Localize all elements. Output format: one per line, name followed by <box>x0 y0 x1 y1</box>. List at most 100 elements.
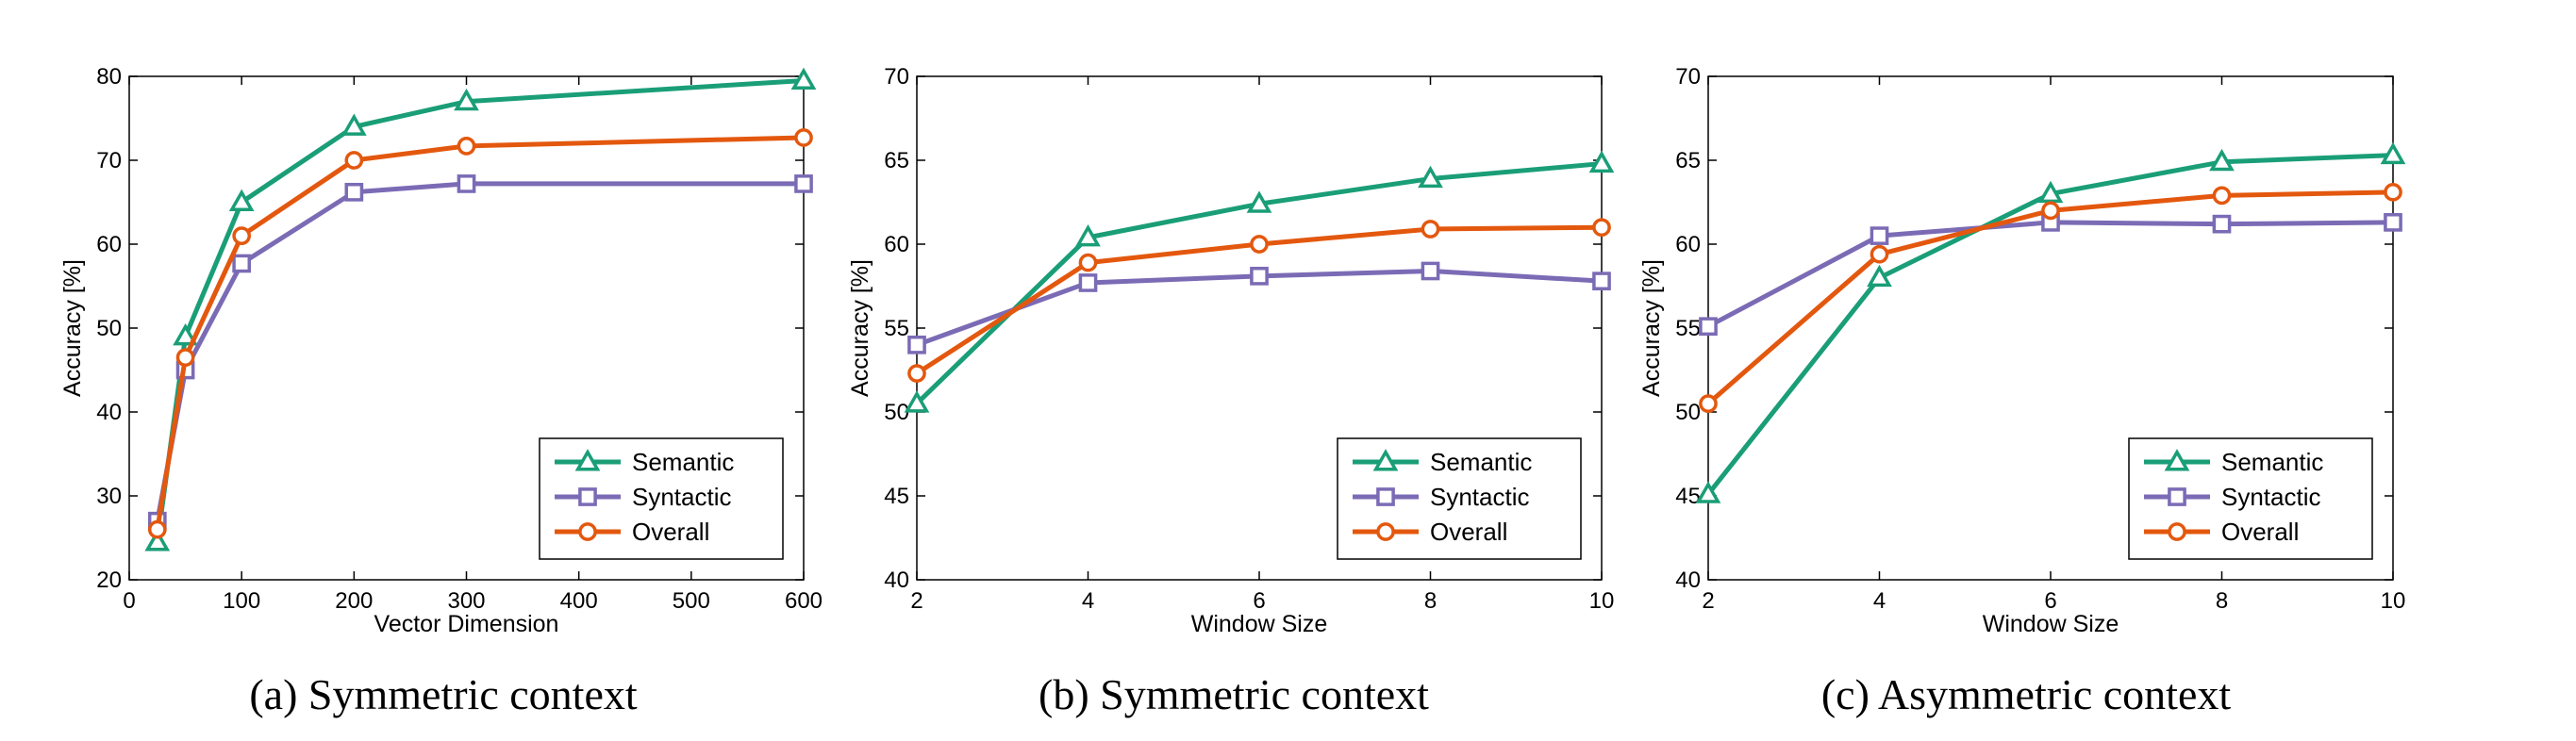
x-tick-label: 500 <box>673 588 710 614</box>
y-tick-label: 70 <box>1675 64 1701 90</box>
x-tick-label: 4 <box>1873 588 1886 614</box>
x-tick-label: 8 <box>1424 588 1437 614</box>
y-axis-label: Accuracy [%] <box>59 259 86 397</box>
data-point-overall <box>794 128 813 147</box>
legend-label-semantic: Semantic <box>1430 448 1532 476</box>
data-point-syntactic <box>907 335 926 354</box>
x-tick-label: 2 <box>1702 588 1714 614</box>
data-point-overall <box>907 364 926 383</box>
x-tick-label: 2 <box>910 588 922 614</box>
data-point-semantic <box>904 390 930 413</box>
data-point-semantic <box>1695 481 1721 503</box>
data-point-overall <box>2041 201 2060 221</box>
x-axis-label: Window Size <box>1983 611 2119 637</box>
y-tick-label: 50 <box>1675 400 1701 425</box>
x-axis-label: Window Size <box>1191 611 1328 637</box>
y-tick-label: 80 <box>96 64 122 90</box>
data-point-syntactic <box>1250 266 1269 286</box>
data-point-overall <box>2212 186 2232 206</box>
data-point-semantic <box>144 529 171 552</box>
legend-marker-semantic <box>2164 449 2190 471</box>
legend-label-semantic: Semantic <box>632 448 734 476</box>
series-overall <box>1699 182 2402 413</box>
data-point-syntactic <box>2212 214 2232 234</box>
y-tick-label: 60 <box>96 232 122 257</box>
legend-label-syntactic: Syntactic <box>2221 483 2321 511</box>
panel-caption-1: (a) Symmetric context <box>249 670 638 718</box>
legend-label-syntactic: Syntactic <box>632 483 732 511</box>
data-point-syntactic <box>344 182 364 202</box>
series-semantic <box>1695 141 2406 503</box>
series-line-syntactic <box>1706 220 2394 329</box>
data-point-overall <box>147 519 167 539</box>
legend-marker-overall <box>1376 522 1395 541</box>
x-axis-label: Vector Dimension <box>374 611 559 637</box>
legend-marker-overall <box>578 522 597 541</box>
legend-label-overall: Overall <box>632 518 709 546</box>
y-tick-label: 40 <box>96 400 122 425</box>
y-tick-label: 40 <box>884 568 909 593</box>
chart-panel-3: 2 4 6 8 10 40 45 50 55 60 65 70 Window Size Accuracy … <box>1638 64 2406 637</box>
data-point-overall <box>1870 244 1889 264</box>
legend-label-syntactic: Syntactic <box>1430 483 1530 511</box>
y-axis-label: Accuracy [%] <box>1638 259 1665 397</box>
x-tick-label: 8 <box>2216 588 2228 614</box>
data-point-syntactic <box>1421 261 1440 281</box>
data-point-semantic <box>790 67 817 90</box>
legend-label-overall: Overall <box>1430 518 1507 546</box>
panel-caption-2: (b) Symmetric context <box>1039 670 1429 718</box>
x-tick-label: 6 <box>2044 588 2056 614</box>
data-point-overall <box>2384 182 2402 202</box>
data-point-overall <box>344 151 364 170</box>
x-tick-label: 0 <box>123 588 135 614</box>
y-axis-label: Accuracy [%] <box>847 259 873 397</box>
data-point-syntactic <box>794 174 813 193</box>
data-point-semantic <box>173 323 198 346</box>
legend-marker-overall <box>2168 522 2186 541</box>
legend: Semantic Syntactic Overall <box>539 437 784 560</box>
y-tick-label: 50 <box>96 316 122 341</box>
y-tick-label: 55 <box>884 316 909 341</box>
x-tick-label: 600 <box>785 588 823 614</box>
data-point-overall <box>1421 220 1440 239</box>
y-tick-label: 70 <box>96 148 122 173</box>
x-tick-label: 10 <box>1589 588 1615 614</box>
data-point-syntactic <box>232 254 252 273</box>
series-syntactic <box>907 261 1611 354</box>
data-point-syntactic <box>1870 226 1889 245</box>
y-tick-label: 40 <box>1675 568 1701 593</box>
data-point-semantic <box>228 189 255 212</box>
data-point-overall <box>1078 253 1098 272</box>
y-tick-label: 60 <box>884 232 909 257</box>
x-tick-label: 400 <box>560 588 598 614</box>
x-tick-label: 300 <box>447 588 485 614</box>
legend-marker-semantic <box>1372 449 1399 471</box>
panel-caption-3: (c) Asymmetric context <box>1821 670 2232 718</box>
legend: Semantic Syntactic Overall <box>2128 437 2373 560</box>
data-point-semantic <box>2380 141 2406 165</box>
legend-marker-syntactic <box>2168 487 2186 506</box>
data-point-overall <box>1699 394 1718 413</box>
series-overall <box>147 128 813 539</box>
data-point-semantic <box>2209 148 2235 172</box>
chart-panel-1: 0 100 200 300 400 500 600 20 30 40 50 60 70 80 Vector … <box>59 64 823 637</box>
y-tick-label: 30 <box>96 484 122 509</box>
data-point-overall <box>232 226 252 245</box>
x-tick-label: 100 <box>223 588 260 614</box>
data-point-syntactic <box>1078 273 1098 292</box>
legend-label-semantic: Semantic <box>2221 448 2323 476</box>
y-tick-label: 60 <box>1675 232 1701 257</box>
y-tick-label: 20 <box>96 568 122 593</box>
data-point-semantic <box>1588 150 1615 173</box>
data-point-semantic <box>454 88 479 111</box>
y-tick-label: 45 <box>884 484 909 509</box>
legend-marker-semantic <box>574 449 601 471</box>
y-tick-label: 55 <box>1675 316 1701 341</box>
data-point-semantic <box>1075 224 1101 247</box>
x-tick-label: 6 <box>1253 588 1265 614</box>
x-tick-label: 200 <box>335 588 373 614</box>
data-point-overall <box>175 348 195 367</box>
series-line-overall <box>155 135 805 531</box>
